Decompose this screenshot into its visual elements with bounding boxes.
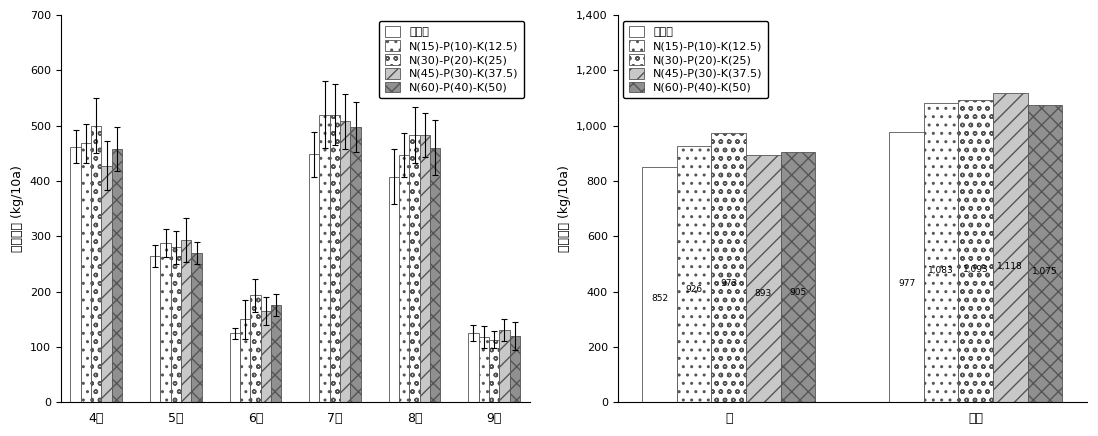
Text: 1,083: 1,083 — [928, 266, 954, 275]
Bar — [781, 152, 815, 402]
Bar — [642, 167, 676, 402]
Bar — [229, 333, 239, 402]
Bar — [340, 121, 350, 402]
Bar — [399, 155, 410, 402]
Bar — [746, 155, 781, 402]
Bar — [509, 336, 520, 402]
Text: 977: 977 — [898, 279, 916, 288]
Bar — [239, 319, 250, 402]
Bar — [101, 166, 112, 402]
Bar — [959, 100, 993, 402]
Bar — [489, 340, 500, 402]
Text: 973: 973 — [720, 279, 738, 288]
Y-axis label: 상품수량 (kg/10a): 상품수량 (kg/10a) — [11, 165, 24, 252]
Bar — [1028, 105, 1062, 402]
Bar — [500, 330, 509, 402]
Bar — [310, 154, 320, 402]
Bar — [81, 143, 91, 402]
Bar — [350, 127, 361, 402]
Bar — [170, 247, 181, 402]
Bar — [430, 148, 440, 402]
Bar — [889, 132, 923, 402]
Bar — [923, 103, 959, 402]
Text: 893: 893 — [754, 289, 772, 298]
Bar — [712, 133, 746, 402]
Text: 926: 926 — [685, 285, 703, 294]
Bar — [410, 135, 419, 402]
Bar — [91, 126, 101, 402]
Bar — [479, 337, 489, 402]
Y-axis label: 상품수량 (kg/10a): 상품수량 (kg/10a) — [558, 165, 571, 252]
Bar — [181, 240, 191, 402]
Bar — [150, 255, 160, 402]
Text: 1,093: 1,093 — [963, 265, 988, 274]
Bar — [70, 146, 81, 402]
Bar — [329, 115, 340, 402]
Bar — [389, 177, 399, 402]
Bar — [112, 149, 122, 402]
Bar — [160, 243, 170, 402]
Bar — [468, 333, 479, 402]
Bar — [419, 135, 430, 402]
Text: 1,075: 1,075 — [1032, 267, 1057, 276]
Text: 1,118: 1,118 — [997, 262, 1023, 271]
Text: 852: 852 — [651, 294, 668, 303]
Bar — [191, 253, 202, 402]
Bar — [260, 311, 271, 402]
Bar — [250, 296, 260, 402]
Bar — [676, 146, 712, 402]
Text: 905: 905 — [789, 288, 807, 296]
Bar — [993, 93, 1028, 402]
Bar — [320, 115, 329, 402]
Legend: 무비구, N(15)-P(10)-K(12.5), N(30)-P(20)-K(25), N(45)-P(30)-K(37.5), N(60)-P(40)-K(: 무비구, N(15)-P(10)-K(12.5), N(30)-P(20)-K(… — [379, 20, 525, 99]
Bar — [271, 305, 281, 402]
Legend: 무비구, N(15)-P(10)-K(12.5), N(30)-P(20)-K(25), N(45)-P(30)-K(37.5), N(60)-P(40)-K(: 무비구, N(15)-P(10)-K(12.5), N(30)-P(20)-K(… — [623, 20, 769, 99]
